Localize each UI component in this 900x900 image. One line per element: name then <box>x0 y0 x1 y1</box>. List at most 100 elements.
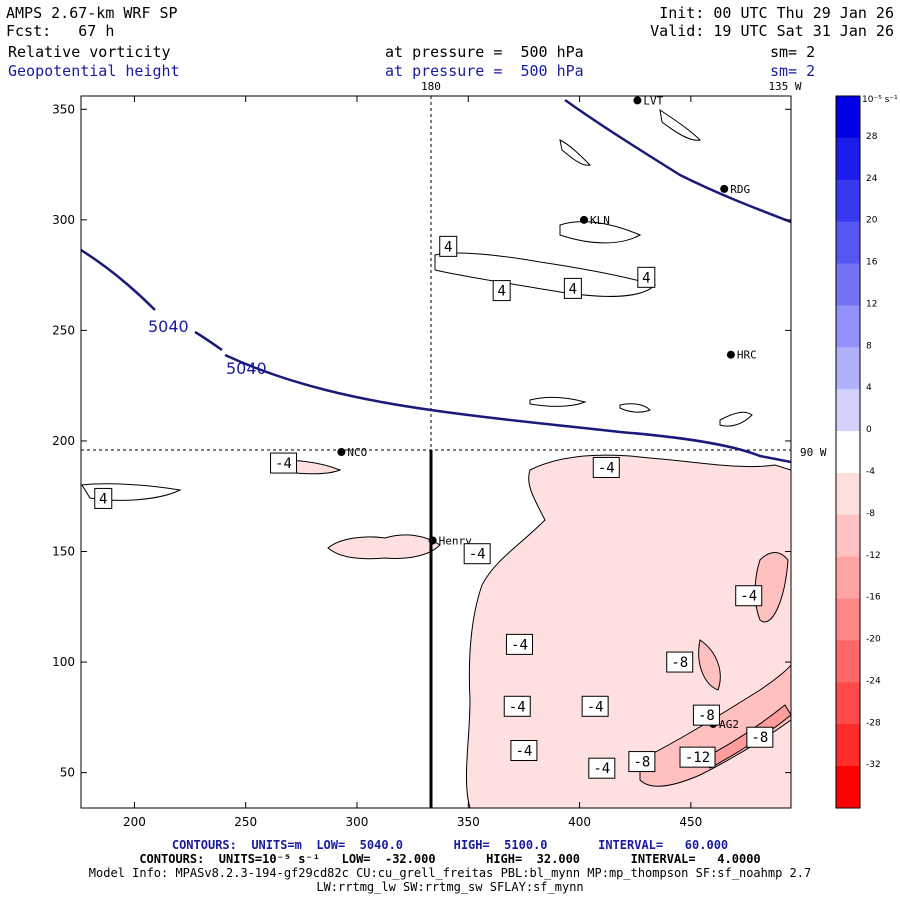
y-tick-label: 150 <box>52 545 75 559</box>
vort-label: -8 <box>671 655 688 671</box>
x-tick-label: 300 <box>346 815 369 829</box>
footer-height-contours: CONTOURS: UNITS=m LOW= 5040.0 HIGH= 5100… <box>171 838 729 852</box>
colorbar-tick-label: -4 <box>866 467 875 477</box>
colorbar-tick-label: -16 <box>866 593 881 603</box>
station-label: RDG <box>730 183 750 196</box>
y-tick-label: 300 <box>52 213 75 227</box>
vort-label: 4 <box>642 270 650 286</box>
vort-contour-plus4a <box>434 252 656 297</box>
vort-label: -4 <box>515 744 532 760</box>
y-tick-label: 250 <box>52 323 75 337</box>
meridian-180-label: 180 <box>421 80 441 93</box>
vort-contour-plus4g <box>719 411 753 427</box>
height-contour-5100 <box>564 98 791 224</box>
vort-label-box <box>270 452 298 474</box>
colorbar-segment <box>836 96 860 139</box>
colorbar-segment <box>836 431 860 474</box>
field2-smoothing: sm= 2 <box>770 62 816 80</box>
y-tick-label: 200 <box>52 434 75 448</box>
meridian-135w-label: 135 W <box>768 80 801 93</box>
x-tick-label: 250 <box>234 815 257 829</box>
y-tick-label: 350 <box>52 102 75 116</box>
station-label: AG2 <box>719 718 739 731</box>
vort-label: -4 <box>511 637 528 653</box>
x-tick-label: 400 <box>568 815 591 829</box>
station-marker <box>726 350 735 359</box>
vort-label-box <box>563 277 582 299</box>
vorticity-colorbar: 10⁻⁵ s⁻¹ 28 24 20 16 12 8 4 0 -4 -8 -12 -16 -20 -24 -28… <box>835 95 898 809</box>
vort-contour-plus4d <box>559 139 591 166</box>
field2-level: at pressure = 500 hPa <box>385 62 584 80</box>
vort-label: -4 <box>275 456 292 472</box>
colorbar-segment <box>836 347 860 390</box>
colorbar-tick-label: 24 <box>866 174 878 184</box>
x-tick-label: 450 <box>679 815 702 829</box>
field2-name: Geopotential height <box>8 62 180 80</box>
vorticity-field <box>81 108 791 808</box>
colorbar-tick-label: -8 <box>866 509 875 519</box>
vort-label: -4 <box>740 589 757 605</box>
field1-smoothing: sm= 2 <box>770 43 816 61</box>
colorbar-tick-label: -24 <box>866 676 881 686</box>
vort-label-box <box>581 695 609 717</box>
model-title: AMPS 2.67-km WRF SP <box>6 4 178 22</box>
height-label-2: 5040 <box>226 359 267 378</box>
station-label: LVT <box>643 94 663 107</box>
colorbar-frame <box>835 95 861 809</box>
station-marker <box>580 215 589 224</box>
colorbar-segment <box>836 640 860 683</box>
colorbar-unit-label: 10⁻⁵ s⁻¹ <box>862 95 898 105</box>
vort-label: 4 <box>569 281 577 297</box>
vort-label-box <box>637 266 656 288</box>
vort-label-box <box>588 757 616 779</box>
colorbar-tick-label: 12 <box>866 299 877 309</box>
vort-contour-plus4e <box>659 108 702 141</box>
footer-vorticity-contours: CONTOURS: UNITS=10⁻⁵ s⁻¹ LOW= -32.000 HI… <box>139 852 761 866</box>
colorbar-tick-label: -28 <box>866 718 881 728</box>
x-tick-label: 350 <box>457 815 480 829</box>
colorbar-segment <box>836 137 860 181</box>
meridian-90w-label: 90 W <box>800 446 827 459</box>
height-label-1: 5040 <box>148 317 189 336</box>
colorbar-tick-label: -32 <box>866 760 881 770</box>
vort-label: 4 <box>99 491 107 507</box>
x-tick-label: 200 <box>123 815 146 829</box>
vort-label: -4 <box>587 699 604 715</box>
colorbar-segment <box>836 556 860 600</box>
vort-label: 4 <box>444 239 452 255</box>
colorbar-segment <box>836 598 860 641</box>
colorbar-tick-label: -12 <box>866 551 881 561</box>
colorbar-segment <box>836 179 860 223</box>
colorbar-segment <box>836 305 860 348</box>
vort-contour-plus4f <box>529 396 587 407</box>
colorbar-tick-label: 20 <box>866 216 878 226</box>
vort-label: -4 <box>593 761 610 777</box>
forecast-hour: Fcst: 67 h <box>6 22 114 40</box>
vort-shade-minus4b <box>327 534 441 560</box>
vort-shade-minus12 <box>699 704 791 769</box>
valid-time: Valid: 19 UTC Sat 31 Jan 26 <box>650 22 894 40</box>
footer-model-info: Model Info: MPASv8.2.3-194-gf29cd82c CU:… <box>88 866 812 880</box>
vort-label: -4 <box>598 460 615 476</box>
vort-label-box <box>505 633 533 655</box>
vort-label: -8 <box>751 730 768 746</box>
vort-label-box <box>510 740 538 762</box>
field1-level: at pressure = 500 hPa <box>385 43 584 61</box>
height-contour-5040 <box>81 248 791 464</box>
colorbar-segment <box>836 263 860 306</box>
map-frame <box>80 95 792 809</box>
vort-label: -4 <box>469 547 486 563</box>
vort-label: -4 <box>509 699 526 715</box>
vort-label: -8 <box>633 755 650 771</box>
vort-label-box <box>439 235 458 257</box>
vort-label-box <box>463 543 491 565</box>
vort-shade-minus8c <box>698 639 721 691</box>
station-marker <box>633 96 642 105</box>
vort-contour-plus4h <box>619 403 651 413</box>
colorbar-tick-label: -20 <box>866 635 881 645</box>
colorbar-tick-label: 0 <box>866 425 872 435</box>
colorbar-tick-label: 8 <box>866 341 872 351</box>
vort-label-box <box>692 704 720 726</box>
vort-label-box <box>628 751 656 773</box>
vort-label: -12 <box>685 750 710 766</box>
